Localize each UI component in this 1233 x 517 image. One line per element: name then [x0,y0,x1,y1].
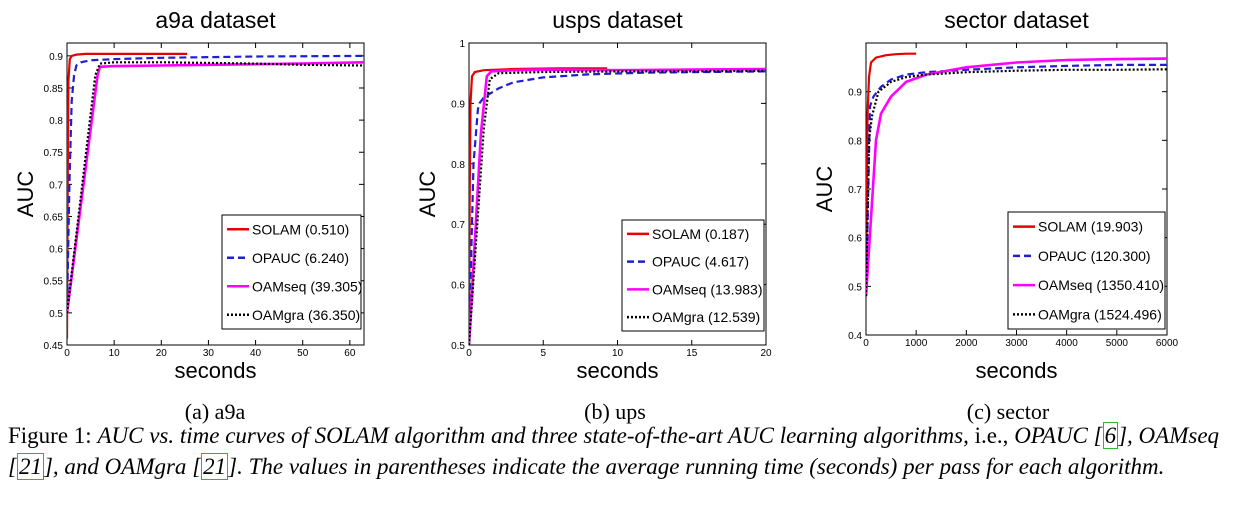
y-tick-label: 0.6 [49,245,63,256]
caption-text-5: . The values in parentheses indicate the… [237,454,1165,479]
x-tick-label: 2000 [955,338,978,349]
legend-box [621,219,765,332]
chart-title: a9a dataset [155,7,276,33]
legend-label-oamseq: OAMseq (39.305) [252,278,363,294]
y-axis-label: AUC [13,171,38,218]
chart-title: usps dataset [552,7,683,33]
x-tick-label: 4000 [1056,338,1079,349]
y-tick-label: 0.7 [451,220,465,231]
series-line-solam [866,52,917,297]
legend-label-solam: SOLAM (19.903) [1038,219,1143,235]
y-tick-label: 0.85 [44,84,64,95]
caption-ie: i.e., [974,423,1009,448]
y-tick-label: 0.4 [848,331,862,342]
x-tick-label: 50 [297,348,309,359]
x-tick-label: 30 [203,348,215,359]
subfigure-label-b: (b) ups [584,399,646,424]
series-line-solam [67,52,188,339]
y-tick-label: 0.55 [44,277,64,288]
x-axis-label: seconds [175,358,257,383]
legend-label-oamgra: OAMgra (1524.496) [1038,306,1162,322]
series-line-oamgra [67,61,364,314]
x-tick-label: 10 [109,348,121,359]
y-tick-label: 0.8 [49,116,63,127]
caption-text-3: , OAMseq [1127,423,1220,448]
chart-title: sector dataset [944,7,1089,33]
x-tick-label: 6000 [1156,338,1179,349]
y-tick-label: 0.6 [451,281,465,292]
citation-link-6[interactable]: 6 [1102,422,1119,449]
legend-box [221,214,362,330]
legend-box [1007,211,1166,330]
legend-label-oamgra: OAMgra (36.350) [252,307,360,323]
series-line-opauc [67,54,364,313]
x-tick-label: 15 [686,348,698,359]
legend-label-oamseq: OAMseq (1350.410) [1038,277,1164,293]
series-line-opauc [866,63,1167,297]
caption-text-4: , and OAMgra [52,454,187,479]
y-axis-label: AUC [812,166,837,213]
y-tick-label: 0.75 [44,148,64,159]
figure-caption: Figure 1: AUC vs. time curves of SOLAM a… [8,422,1220,480]
series-line-oamgra [866,68,1167,297]
chart-panel-1 [66,42,365,346]
y-axis-label: AUC [415,171,440,218]
y-tick-label: 0.5 [848,282,862,293]
legend-label-solam: SOLAM (0.510) [252,221,349,237]
y-tick-label: 0.65 [44,212,64,223]
citation-link-21-b[interactable]: 21 [201,453,229,480]
legend-label-opauc: OPAUC (6.240) [252,250,349,266]
series-line-opauc [469,70,766,345]
x-tick-label: 40 [250,348,262,359]
x-tick-label: 60 [344,348,356,359]
x-tick-label: 5000 [1106,338,1129,349]
x-axis-label: seconds [577,358,659,383]
x-tick-label: 0 [466,348,472,359]
legend-label-oamseq: OAMseq (13.983) [652,281,763,297]
caption-text-1: AUC vs. time curves of SOLAM algorithm a… [97,423,969,448]
y-tick-label: 0.8 [848,136,862,147]
y-tick-label: 0.9 [451,99,465,110]
y-tick-label: 1 [459,39,465,50]
legend-label-opauc: OPAUC (120.300) [1038,248,1151,264]
y-tick-label: 0.45 [44,341,64,352]
x-tick-label: 10 [612,348,624,359]
legend-label-opauc: OPAUC (4.617) [652,254,749,270]
subfigure-label-c: (c) sector [966,399,1050,424]
series-line-oamseq [67,61,364,314]
x-tick-label: 1000 [905,338,928,349]
series-line-oamseq [469,67,766,345]
legend-label-oamgra: OAMgra (12.539) [652,309,760,325]
x-tick-label: 0 [64,348,70,359]
y-tick-label: 0.7 [49,180,63,191]
chart-panel-3 [865,42,1168,336]
caption-text-2: OPAUC [1014,423,1088,448]
y-tick-label: 0.5 [49,309,63,320]
x-tick-label: 20 [760,348,772,359]
x-axis-label: seconds [976,358,1058,383]
subfigure-label-a: (a) a9a [184,399,246,424]
y-tick-label: 0.6 [848,234,862,245]
caption-prefix: Figure 1: [8,423,92,448]
citation-link-21-a[interactable]: 21 [16,453,44,480]
x-tick-label: 20 [156,348,168,359]
x-tick-label: 0 [863,338,869,349]
y-tick-label: 0.5 [451,341,465,352]
y-tick-label: 0.7 [848,185,862,196]
x-tick-label: 3000 [1005,338,1028,349]
chart-panel-2 [468,42,767,346]
y-tick-label: 0.9 [49,52,63,63]
x-tick-label: 5 [540,348,546,359]
y-tick-label: 0.8 [451,160,465,171]
y-tick-label: 0.9 [848,88,862,99]
legend-label-solam: SOLAM (0.187) [652,226,749,242]
